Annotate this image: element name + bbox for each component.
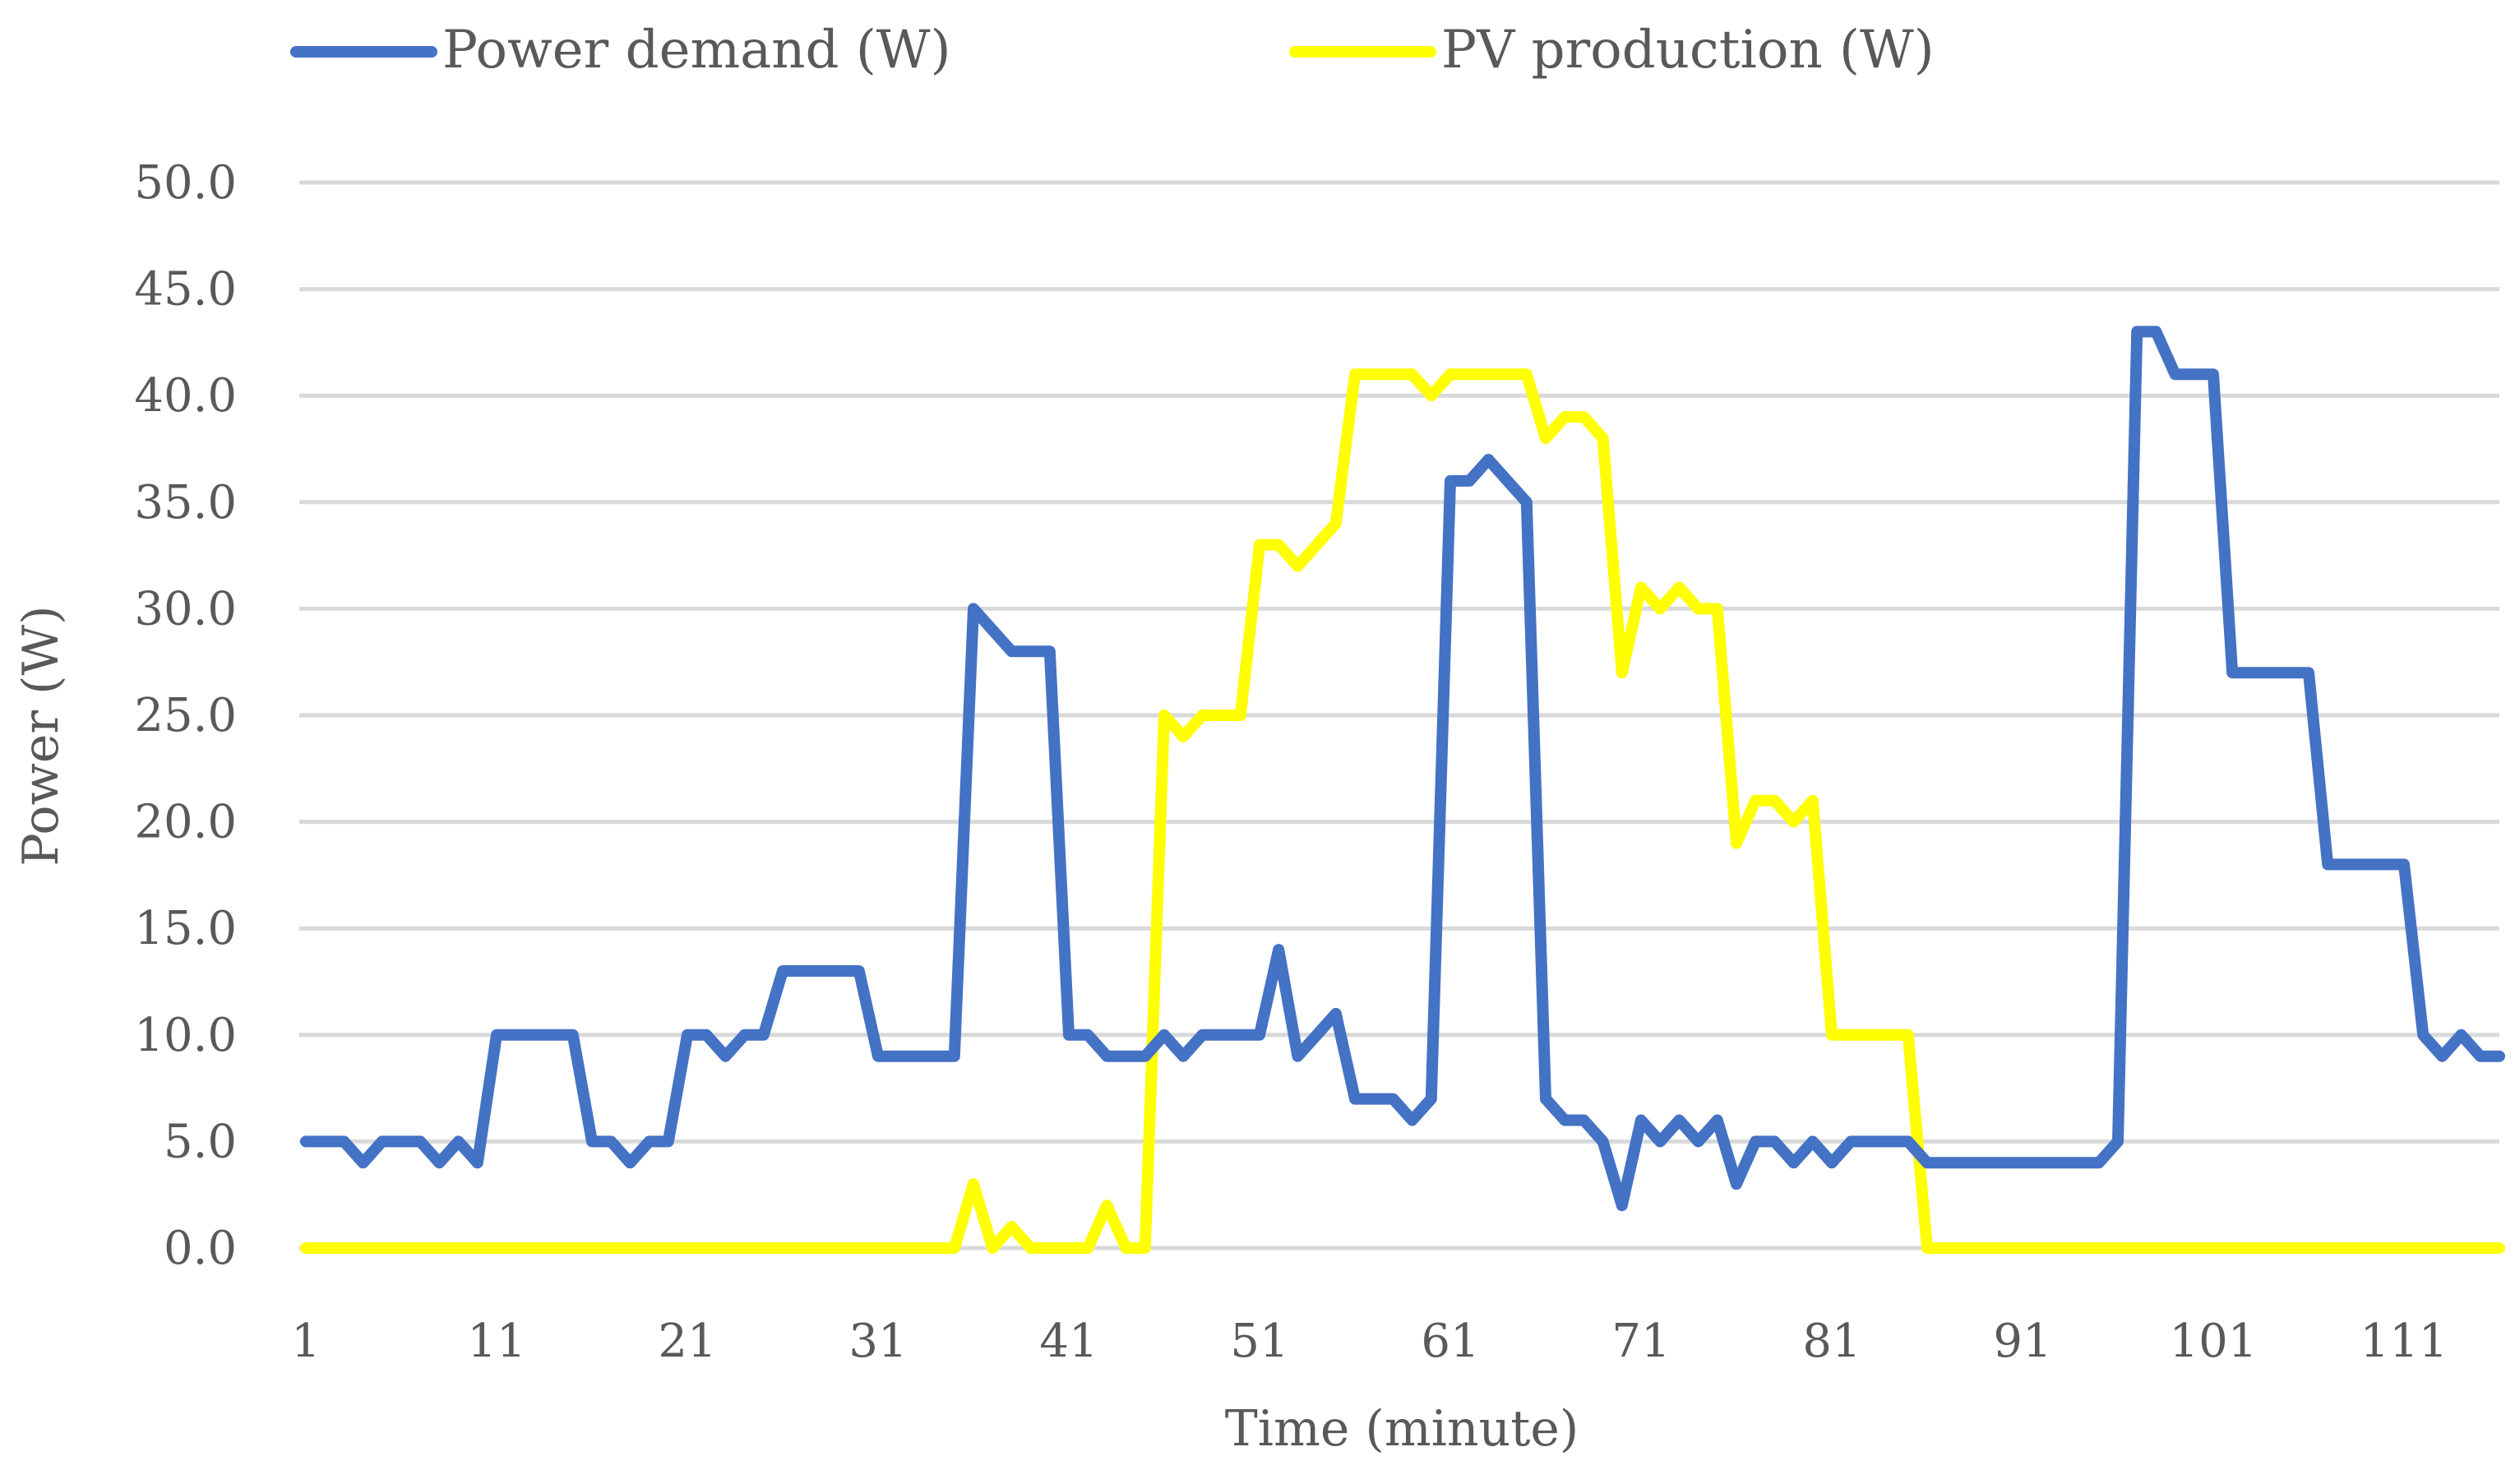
x-tick-label: 21	[658, 1315, 716, 1368]
x-tick-label: 1	[291, 1315, 321, 1368]
y-tick-label: 15.0	[134, 902, 237, 955]
legend-label-power-demand: Power demand (W)	[442, 20, 951, 81]
x-tick-label: 111	[2360, 1315, 2448, 1368]
x-tick-label: 51	[1230, 1315, 1288, 1368]
x-tick-label: 61	[1421, 1315, 1479, 1368]
x-tick-label: 41	[1039, 1315, 1098, 1368]
y-tick-label: 5.0	[164, 1115, 237, 1168]
y-tick-label: 25.0	[134, 689, 237, 742]
y-tick-label: 10.0	[134, 1009, 237, 1062]
series-line-power-demand	[300, 326, 2505, 1212]
y-tick-label: 20.0	[134, 796, 237, 849]
x-tick-label: 31	[848, 1315, 907, 1368]
x-axis-ticks: 1 11 21 31 41 51 61 71 81 91 101 111	[291, 1315, 2448, 1368]
y-axis-ticks: 0.0 5.0 10.0 15.0 20.0 25.0 30.0 35.0 40.0 45.0 50…	[134, 156, 237, 1275]
y-axis-title: Power (W)	[12, 605, 70, 866]
y-tick-label: 50.0	[134, 156, 237, 210]
x-tick-label: 91	[1993, 1315, 2051, 1368]
y-tick-label: 40.0	[134, 369, 237, 423]
x-tick-label: 11	[467, 1315, 525, 1368]
series-line-pv-production	[300, 368, 2505, 1254]
x-tick-label: 81	[1802, 1315, 1861, 1368]
x-tick-label: 71	[1611, 1315, 1670, 1368]
x-tick-label: 101	[2170, 1315, 2258, 1368]
series-lines	[300, 326, 2505, 1254]
legend: Power demand (W) PV production (W)	[290, 20, 1935, 81]
y-tick-label: 0.0	[164, 1222, 237, 1275]
legend-label-pv-production: PV production (W)	[1441, 20, 1935, 81]
y-tick-label: 35.0	[134, 476, 237, 529]
y-tick-label: 45.0	[134, 263, 237, 317]
y-tick-label: 30.0	[134, 582, 237, 636]
gridlines	[299, 180, 2499, 1251]
x-axis-title: Time (minute)	[1225, 1400, 1579, 1458]
